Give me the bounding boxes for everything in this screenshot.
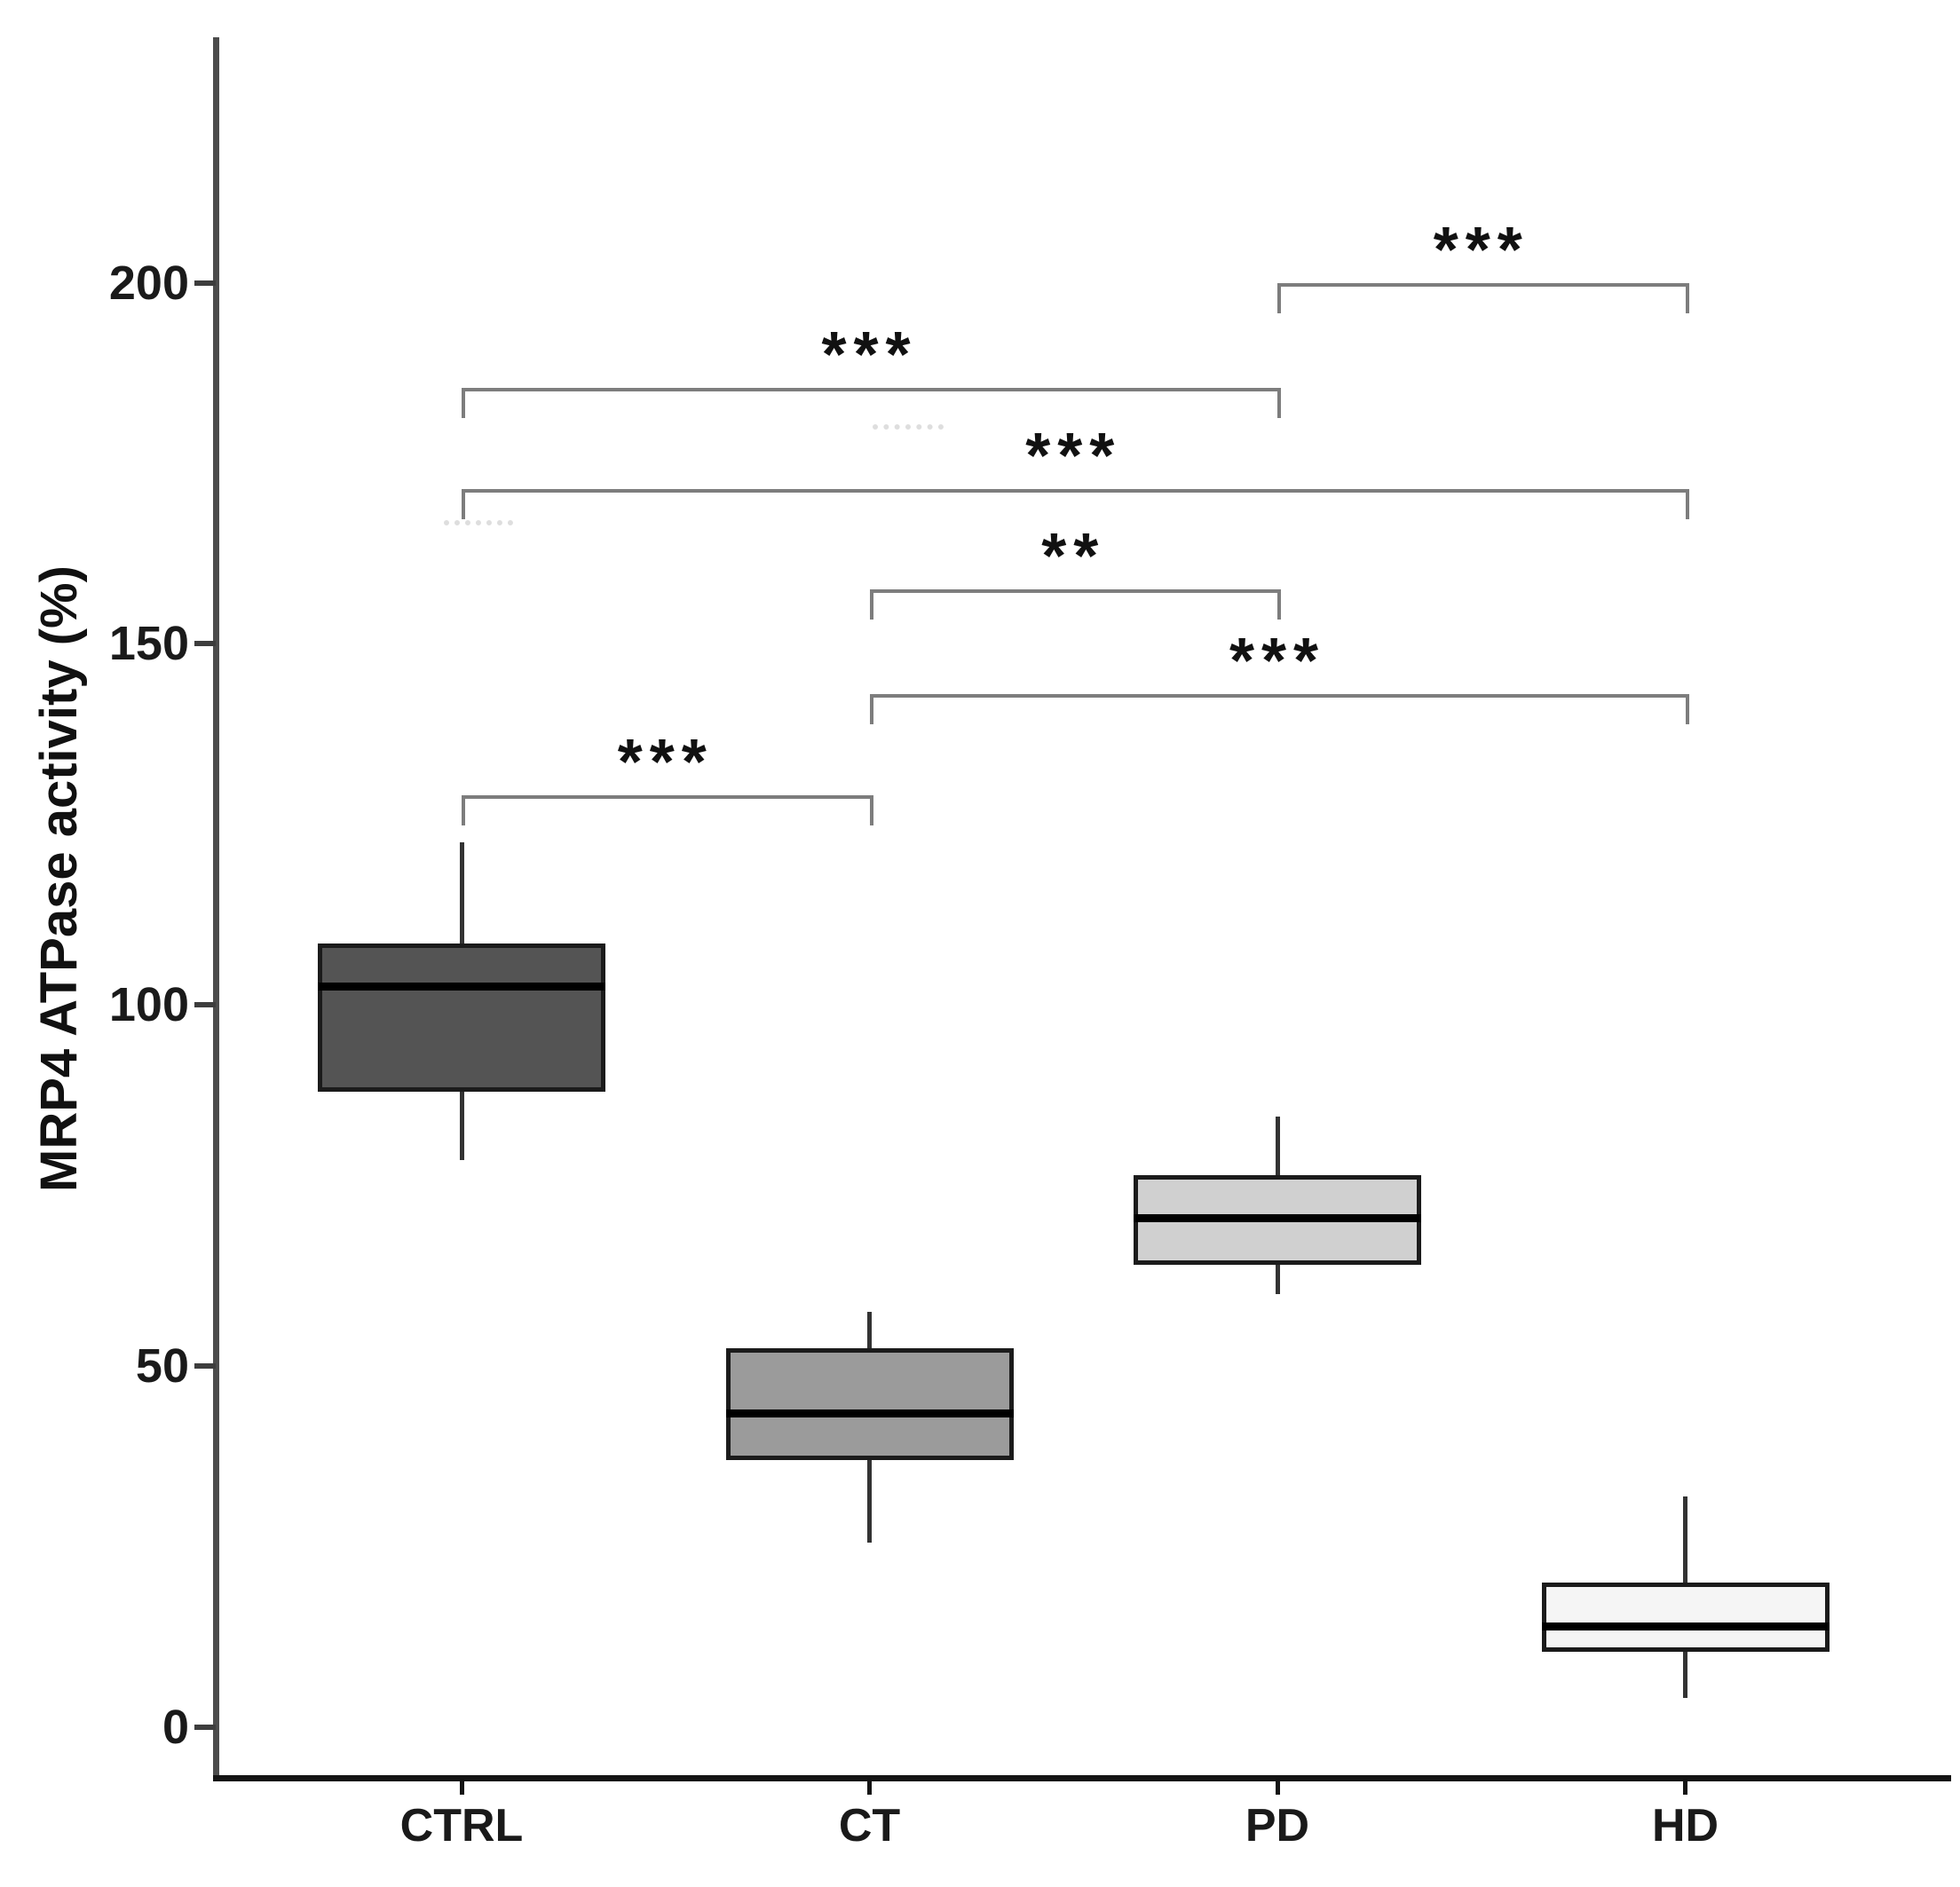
significance-bracket-end — [462, 387, 465, 418]
y-tick-label: 50 — [135, 1339, 189, 1394]
y-axis-tick — [194, 1363, 216, 1370]
x-axis-tick — [867, 1781, 872, 1795]
significance-bracket-end — [462, 488, 465, 519]
x-axis-tick — [1683, 1781, 1687, 1795]
faint-artifact-dots — [873, 424, 944, 430]
y-axis-tick — [194, 1002, 216, 1008]
significance-stars: *** — [821, 319, 918, 391]
x-axis-line — [213, 1775, 1951, 1781]
significance-stars: ** — [1041, 521, 1106, 593]
y-tick-label: 200 — [108, 256, 189, 310]
x-axis-tick — [1275, 1781, 1280, 1795]
significance-bracket-end — [1277, 589, 1281, 620]
significance-stars: *** — [1025, 420, 1122, 492]
box-iqr — [1541, 1583, 1830, 1652]
y-tick-label: 100 — [108, 978, 189, 1032]
median-line — [725, 1409, 1014, 1417]
x-category-label: HD — [1651, 1800, 1719, 1851]
significance-bracket-line — [869, 589, 1281, 594]
significance-bracket-end — [869, 589, 873, 620]
significance-bracket-end — [869, 694, 873, 725]
significance-bracket-end — [1277, 387, 1281, 418]
significance-bracket-end — [1685, 488, 1689, 519]
significance-bracket-line — [869, 694, 1689, 699]
significance-bracket-line — [1277, 282, 1689, 287]
box-iqr — [318, 944, 605, 1092]
significance-stars: *** — [617, 727, 714, 799]
y-axis-tick — [194, 641, 216, 647]
y-axis-line — [213, 37, 219, 1781]
significance-bracket-line — [462, 488, 1689, 493]
y-axis-title: MRP4 ATPase activity (%) — [30, 565, 88, 1192]
x-category-label: CT — [838, 1800, 901, 1851]
y-axis-tick — [194, 280, 216, 286]
median-line — [318, 983, 605, 991]
y-axis-tick — [194, 1725, 216, 1730]
y-tick-label: 150 — [108, 617, 189, 671]
significance-stars: *** — [1433, 214, 1529, 286]
x-category-label: CTRL — [399, 1800, 524, 1851]
y-tick-label: 0 — [162, 1701, 189, 1754]
significance-bracket-line — [462, 387, 1281, 391]
significance-bracket-end — [1277, 282, 1281, 313]
significance-bracket-end — [869, 795, 873, 826]
median-line — [1134, 1213, 1421, 1222]
median-line — [1541, 1622, 1830, 1630]
significance-bracket-line — [462, 795, 873, 800]
x-axis-tick — [459, 1781, 464, 1795]
significance-stars: *** — [1229, 626, 1326, 698]
faint-artifact-dots — [444, 520, 513, 525]
x-category-label: PD — [1245, 1800, 1310, 1851]
box-iqr — [725, 1347, 1014, 1460]
significance-bracket-end — [1685, 694, 1689, 725]
significance-bracket-end — [1685, 282, 1689, 313]
significance-bracket-end — [462, 795, 465, 826]
